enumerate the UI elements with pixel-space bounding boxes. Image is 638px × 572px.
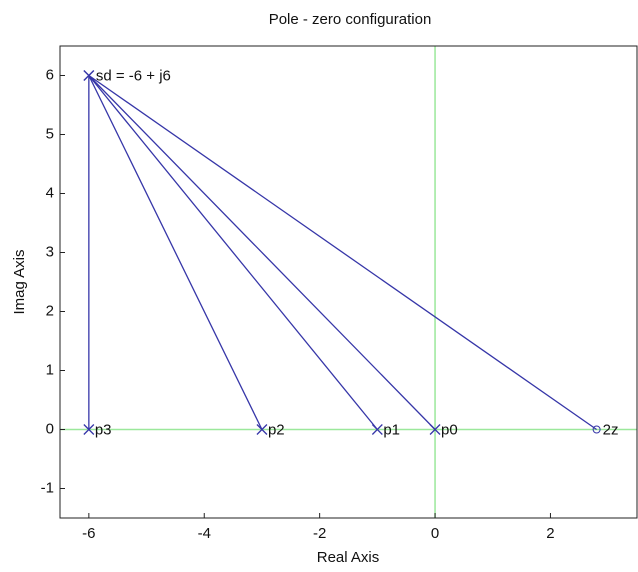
point-label: p3	[95, 421, 112, 438]
design-point-marker	[83, 69, 95, 82]
y-tick-label: -1	[41, 479, 54, 496]
x-tick-label: 0	[431, 525, 439, 542]
plot-frame	[59, 45, 638, 519]
point-label: p1	[383, 421, 400, 438]
angle-line	[88, 75, 263, 430]
point-label: 2z	[603, 421, 619, 438]
pole-marker	[256, 424, 268, 435]
angle-line	[88, 74, 597, 431]
x-tick-label: -4	[198, 525, 211, 542]
pole-marker	[429, 424, 441, 435]
y-tick-label: 5	[46, 125, 54, 142]
x-tick-label: -2	[313, 525, 326, 542]
y-tick-label: 2	[46, 302, 54, 319]
design-point-label: sd = -6 + j6	[96, 67, 171, 84]
x-tick-label: -6	[82, 525, 95, 542]
x-tick-label: 2	[546, 525, 554, 542]
y-tick-label: 4	[46, 184, 54, 201]
y-axis-label: Imag Axis	[11, 249, 28, 314]
y-tick-label: 0	[46, 420, 54, 437]
pole-marker	[371, 424, 383, 435]
angle-line	[88, 75, 436, 430]
point-label: p0	[441, 421, 458, 438]
point-label: p2	[268, 421, 285, 438]
y-tick-label: 1	[46, 361, 54, 378]
zero-marker	[592, 425, 601, 434]
x-axis-label: Real Axis	[317, 549, 380, 566]
pole-marker	[83, 424, 95, 435]
angle-line	[88, 75, 378, 430]
y-tick-label: 3	[46, 243, 54, 260]
y-tick-label: 6	[46, 66, 54, 83]
chart-title: Pole - zero configuration	[269, 11, 432, 28]
